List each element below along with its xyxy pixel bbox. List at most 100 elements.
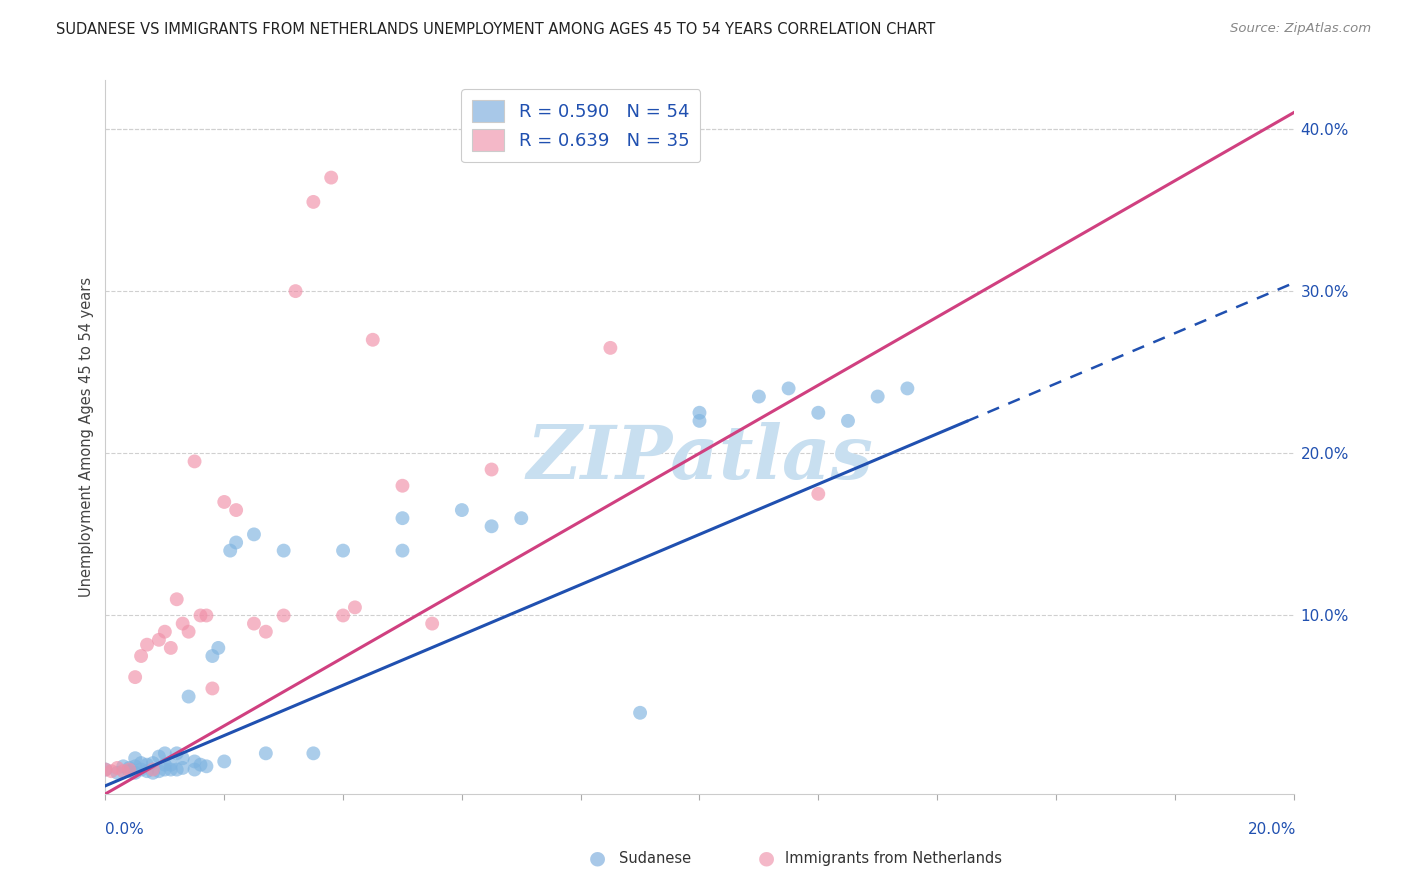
Point	[343, 600, 366, 615]
Point	[284, 284, 307, 298]
Point	[177, 690, 200, 704]
Point	[136, 638, 159, 652]
Point	[689, 414, 711, 428]
Point	[124, 751, 146, 765]
Point	[201, 648, 224, 663]
Point	[129, 763, 152, 777]
Point	[153, 763, 176, 777]
Point	[124, 765, 146, 780]
Point	[391, 479, 413, 493]
Point	[896, 381, 918, 395]
Point	[153, 757, 176, 772]
Point	[166, 763, 188, 777]
Text: Source: ZipAtlas.com: Source: ZipAtlas.com	[1230, 22, 1371, 36]
Point	[243, 616, 266, 631]
Point	[214, 495, 236, 509]
Point	[778, 381, 800, 395]
Point	[332, 543, 354, 558]
Point	[148, 749, 170, 764]
Point	[450, 503, 472, 517]
Text: SUDANESE VS IMMIGRANTS FROM NETHERLANDS UNEMPLOYMENT AMONG AGES 45 TO 54 YEARS C: SUDANESE VS IMMIGRANTS FROM NETHERLANDS …	[56, 22, 935, 37]
Point	[129, 756, 152, 770]
Point	[391, 543, 413, 558]
Text: ZIPatlas: ZIPatlas	[526, 422, 873, 495]
Y-axis label: Unemployment Among Ages 45 to 54 years: Unemployment Among Ages 45 to 54 years	[79, 277, 94, 597]
Point	[837, 414, 859, 428]
Text: 0.0%: 0.0%	[105, 822, 145, 837]
Point	[183, 763, 205, 777]
Text: ●: ●	[758, 848, 775, 868]
Text: 20.0%: 20.0%	[1249, 822, 1296, 837]
Point	[689, 406, 711, 420]
Point	[159, 640, 181, 655]
Point	[273, 608, 295, 623]
Point	[153, 624, 176, 639]
Point	[94, 763, 117, 777]
Point	[481, 519, 503, 533]
Point	[166, 747, 188, 761]
Point	[254, 747, 277, 761]
Point	[183, 454, 205, 468]
Point	[129, 648, 152, 663]
Point	[118, 763, 141, 777]
Text: Immigrants from Netherlands: Immigrants from Netherlands	[785, 851, 1001, 865]
Point	[273, 543, 295, 558]
Point	[628, 706, 651, 720]
Point	[136, 764, 159, 779]
Point	[153, 747, 176, 761]
Point	[159, 757, 181, 772]
Point	[118, 761, 141, 775]
Point	[190, 608, 212, 623]
Point	[142, 756, 165, 770]
Point	[420, 616, 443, 631]
Point	[391, 511, 413, 525]
Point	[807, 406, 830, 420]
Point	[807, 487, 830, 501]
Point	[183, 755, 205, 769]
Text: Sudanese: Sudanese	[619, 851, 690, 865]
Point	[510, 511, 533, 525]
Point	[172, 751, 194, 765]
Point	[172, 761, 194, 775]
Point	[225, 535, 247, 549]
Point	[481, 462, 503, 476]
Text: ●: ●	[589, 848, 606, 868]
Point	[142, 763, 165, 777]
Point	[219, 543, 242, 558]
Point	[94, 763, 117, 777]
Point	[190, 757, 212, 772]
Point	[332, 608, 354, 623]
Point	[225, 503, 247, 517]
Point	[136, 757, 159, 772]
Point	[201, 681, 224, 696]
Point	[124, 670, 146, 684]
Point	[142, 765, 165, 780]
Point	[105, 761, 128, 775]
Point	[321, 170, 343, 185]
Point	[748, 390, 770, 404]
Point	[599, 341, 621, 355]
Point	[148, 764, 170, 779]
Legend: R = 0.590   N = 54, R = 0.639   N = 35: R = 0.590 N = 54, R = 0.639 N = 35	[461, 89, 700, 162]
Point	[177, 624, 200, 639]
Point	[195, 608, 218, 623]
Point	[112, 759, 135, 773]
Point	[361, 333, 384, 347]
Point	[148, 632, 170, 647]
Point	[195, 759, 218, 773]
Point	[100, 764, 122, 779]
Point	[118, 764, 141, 779]
Point	[243, 527, 266, 541]
Point	[254, 624, 277, 639]
Point	[302, 194, 325, 209]
Point	[172, 616, 194, 631]
Point	[866, 390, 889, 404]
Point	[124, 759, 146, 773]
Point	[112, 764, 135, 779]
Point	[302, 747, 325, 761]
Point	[166, 592, 188, 607]
Point	[214, 755, 236, 769]
Point	[159, 763, 181, 777]
Point	[207, 640, 229, 655]
Point	[105, 765, 128, 780]
